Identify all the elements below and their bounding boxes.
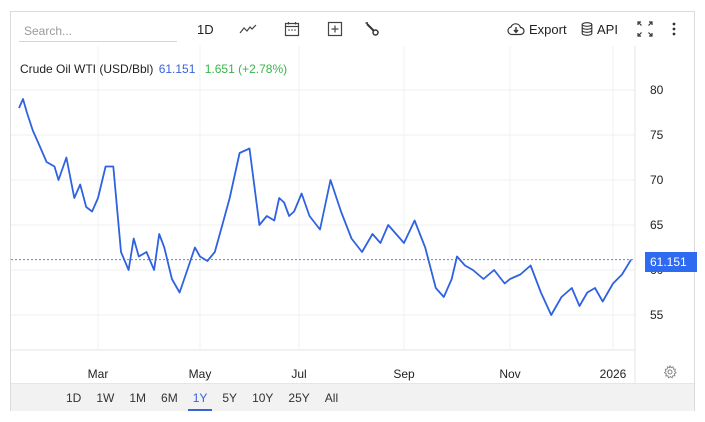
x-tick-label: Sep xyxy=(393,367,415,381)
search-input[interactable] xyxy=(19,20,177,42)
grid-lines xyxy=(11,46,635,350)
api-button[interactable]: API xyxy=(581,18,618,40)
chart-widget: 1D Export xyxy=(10,11,697,411)
vertical-dots-icon xyxy=(671,21,677,37)
expand-icon xyxy=(637,21,653,37)
line-chart-icon xyxy=(239,22,257,36)
legend-change: 1.651 (+2.78%) xyxy=(204,62,288,76)
y-tick-label: 80 xyxy=(650,83,664,97)
range-button-all[interactable]: All xyxy=(324,390,339,405)
y-tick-label: 65 xyxy=(650,218,664,232)
export-button[interactable]: Export xyxy=(507,18,567,40)
range-button-1w[interactable]: 1W xyxy=(96,390,115,405)
more-options-button[interactable] xyxy=(671,18,677,40)
add-indicator-button[interactable] xyxy=(327,18,343,40)
range-button-5y[interactable]: 5Y xyxy=(222,390,238,405)
x-tick-label: Mar xyxy=(87,367,109,381)
fullscreen-button[interactable] xyxy=(637,18,653,40)
x-tick-label: 2026 xyxy=(599,367,627,381)
legend-price: 61.151 xyxy=(158,62,196,76)
last-price-tag: 61.151 xyxy=(645,252,697,272)
export-label: Export xyxy=(529,21,567,37)
range-button-10y[interactable]: 10Y xyxy=(252,390,274,405)
plus-box-icon xyxy=(327,21,343,37)
calendar-button[interactable] xyxy=(284,18,300,40)
range-button-1y[interactable]: 1Y xyxy=(187,384,213,412)
chart-legend: Crude Oil WTI (USD/Bbl) 61.151 1.651 (+2… xyxy=(20,62,287,76)
wrench-icon xyxy=(364,21,380,37)
settings-button[interactable] xyxy=(364,18,380,40)
interval-button[interactable]: 1D xyxy=(197,18,214,40)
range-button-25y[interactable]: 25Y xyxy=(288,390,310,405)
chart-plot-area[interactable] xyxy=(11,12,696,384)
x-tick-label: Jul xyxy=(291,367,307,381)
calendar-icon xyxy=(284,21,300,37)
range-button-1m[interactable]: 1M xyxy=(129,390,147,405)
y-tick-label: 70 xyxy=(650,173,664,187)
x-tick-label: May xyxy=(188,367,212,381)
range-button-1d[interactable]: 1D xyxy=(66,390,82,405)
range-button-6m[interactable]: 6M xyxy=(161,390,178,405)
cloud-download-icon xyxy=(507,22,525,36)
y-tick-label: 55 xyxy=(650,308,664,322)
toolbar: 1D Export xyxy=(11,12,694,46)
price-line xyxy=(18,98,632,316)
api-label: API xyxy=(597,21,618,37)
chart-settings-gear-icon[interactable] xyxy=(663,364,677,384)
time-range-selector: 1D 1W 1M 6M 1Y 5Y 10Y 25Y All xyxy=(11,383,694,411)
y-tick-label: 75 xyxy=(650,128,664,142)
instrument-name: Crude Oil WTI (USD/Bbl) xyxy=(20,62,154,76)
chart-type-button[interactable] xyxy=(239,18,257,40)
interval-label: 1D xyxy=(197,21,214,37)
x-tick-label: Nov xyxy=(499,367,521,381)
database-icon xyxy=(581,22,593,36)
